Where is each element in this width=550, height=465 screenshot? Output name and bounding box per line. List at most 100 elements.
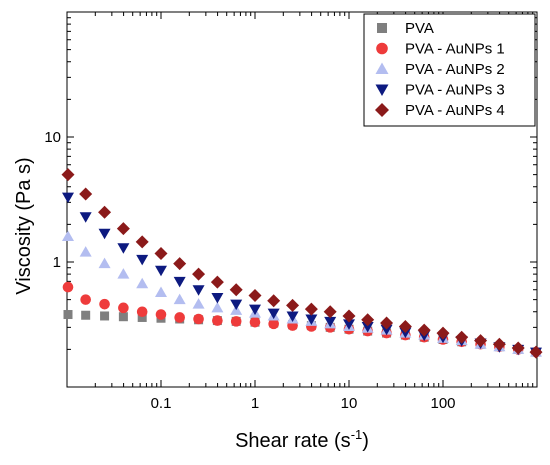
data-point xyxy=(99,298,110,310)
data-point xyxy=(230,316,242,327)
data-point xyxy=(248,288,262,302)
data-point xyxy=(62,192,74,204)
data-point xyxy=(474,334,488,348)
data-point xyxy=(116,222,130,236)
legend-label: PVA xyxy=(405,20,434,37)
data-point xyxy=(174,312,185,323)
data-point xyxy=(98,228,111,240)
data-point xyxy=(63,310,73,320)
data-point xyxy=(100,311,110,321)
data-point xyxy=(229,283,243,297)
data-point xyxy=(62,281,74,293)
data-point xyxy=(267,294,281,308)
data-point xyxy=(249,304,261,316)
data-point xyxy=(305,314,318,325)
x-tick-label: 100 xyxy=(430,395,455,412)
series-3 xyxy=(62,192,542,359)
series-2 xyxy=(62,230,542,357)
data-point xyxy=(137,312,147,322)
x-axis-label-main: Shear rate (s xyxy=(235,430,351,452)
x-tick-label: 10 xyxy=(341,395,358,412)
data-point xyxy=(492,337,506,351)
data-point xyxy=(529,345,543,359)
data-point xyxy=(342,309,356,323)
data-point xyxy=(98,257,111,269)
data-point xyxy=(455,330,469,344)
data-point xyxy=(210,275,224,289)
series-1 xyxy=(62,281,542,358)
data-point xyxy=(135,235,149,249)
data-point xyxy=(249,316,261,328)
x-axis-label-close: ) xyxy=(362,430,369,452)
data-point xyxy=(118,302,129,314)
data-point xyxy=(398,319,412,333)
data-point xyxy=(192,285,205,296)
data-point xyxy=(361,321,374,333)
data-point xyxy=(155,265,167,277)
data-point xyxy=(155,309,167,320)
x-tick-label: 0.1 xyxy=(151,395,172,412)
data-point xyxy=(436,326,450,340)
y-axis-label: Viscosity (Pa s) xyxy=(13,157,35,294)
data-point xyxy=(79,212,92,223)
data-point xyxy=(79,187,93,201)
data-point xyxy=(79,246,92,257)
data-points xyxy=(61,168,543,359)
data-point xyxy=(230,299,243,311)
data-point xyxy=(136,277,149,289)
data-point xyxy=(511,341,525,355)
data-point xyxy=(81,310,91,320)
data-point xyxy=(380,324,393,336)
x-axis-label: Shear rate (s-1) xyxy=(235,427,369,452)
data-point xyxy=(155,286,167,298)
data-point xyxy=(343,319,355,330)
data-point xyxy=(173,257,187,271)
data-point xyxy=(211,292,224,304)
data-point xyxy=(173,276,186,288)
legend-marker xyxy=(375,62,389,74)
data-point xyxy=(136,306,148,318)
data-point xyxy=(286,311,299,322)
data-point xyxy=(61,168,75,182)
legend-marker xyxy=(375,84,389,96)
data-point xyxy=(80,294,91,305)
legend-box xyxy=(363,13,536,127)
data-point xyxy=(323,305,337,319)
series-0 xyxy=(63,310,541,357)
data-point xyxy=(286,298,300,312)
data-point xyxy=(193,313,204,325)
legend-label: PVA - AuNPs 4 xyxy=(405,102,505,119)
data-point xyxy=(192,267,206,281)
data-point xyxy=(192,298,205,309)
data-point xyxy=(324,316,337,328)
data-point xyxy=(98,205,112,219)
legend-label: PVA - AuNPs 2 xyxy=(405,61,505,78)
data-point xyxy=(117,243,130,254)
series-4 xyxy=(61,168,543,359)
data-point xyxy=(154,246,168,260)
data-point xyxy=(212,315,223,326)
y-tick-label: 10 xyxy=(44,129,61,146)
legend-label: PVA - AuNPs 3 xyxy=(405,82,505,99)
data-point xyxy=(62,230,74,241)
y-tick-label: 1 xyxy=(53,254,61,271)
plot-area: 0.1 1 10 100 1 10 xyxy=(44,11,543,412)
legend-label: PVA - AuNPs 1 xyxy=(405,41,505,58)
data-point xyxy=(211,301,224,313)
data-point xyxy=(268,318,279,330)
data-point xyxy=(417,323,431,337)
x-axis-label-superscript: -1 xyxy=(351,427,363,442)
legend-marker xyxy=(376,42,388,55)
legend-marker xyxy=(377,23,387,33)
data-point xyxy=(267,308,280,320)
x-tick-label: 1 xyxy=(251,395,259,412)
data-point xyxy=(136,254,149,266)
data-point xyxy=(380,316,394,330)
legend: PVA PVA - AuNPs 1 PVA - AuNPs 2 PVA - AuNPs… xyxy=(363,13,536,127)
data-point xyxy=(118,312,128,322)
data-point xyxy=(117,268,130,279)
data-point xyxy=(361,313,375,327)
data-point xyxy=(173,293,186,305)
data-point xyxy=(304,302,318,316)
